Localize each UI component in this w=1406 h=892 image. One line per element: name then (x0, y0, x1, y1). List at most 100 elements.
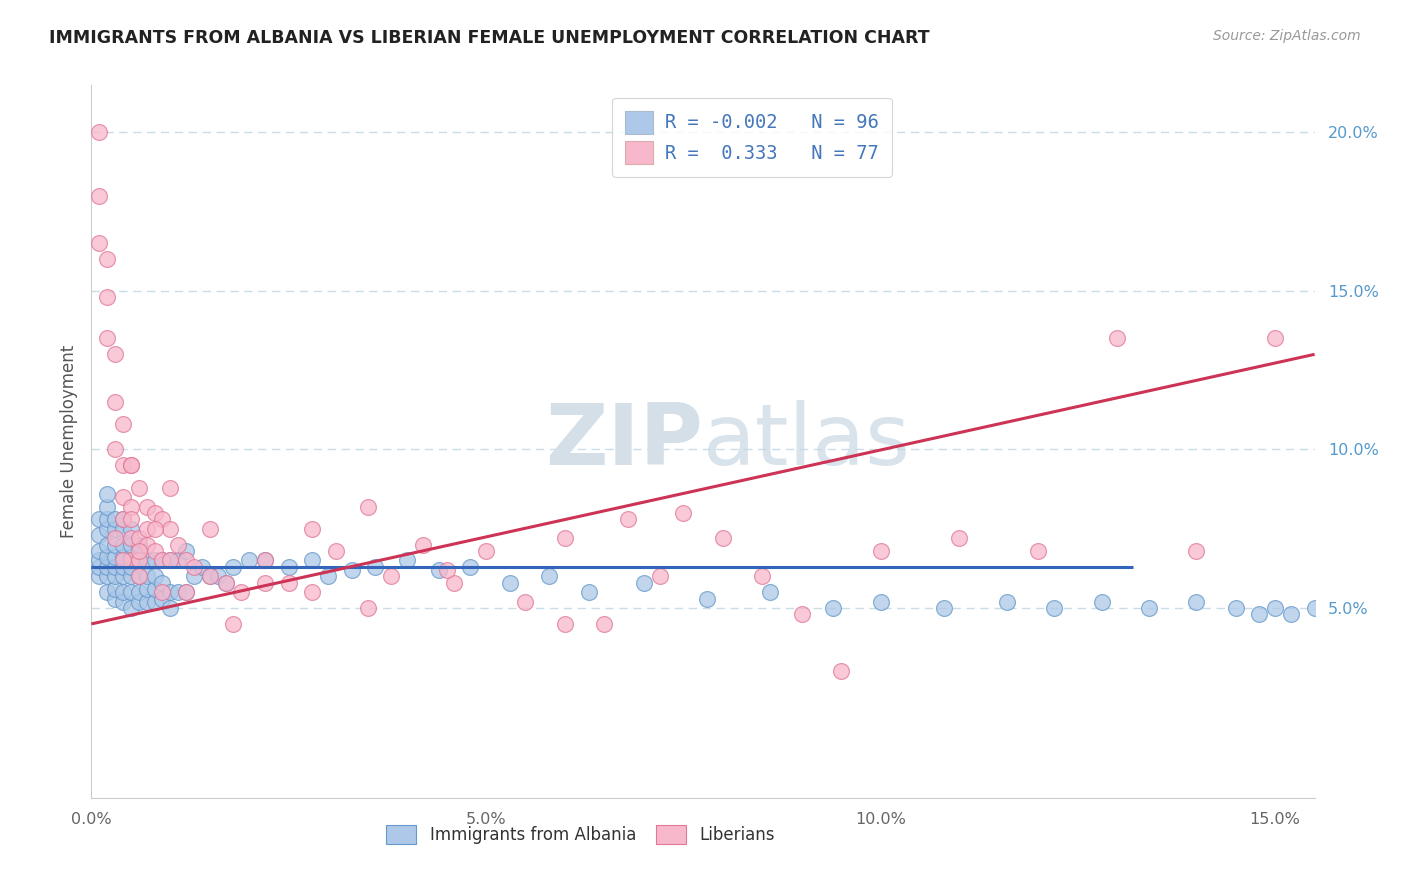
Point (167, 553, 190, 567)
Point (120, 601, 142, 615)
Point (1107, 331, 1129, 345)
Point (96, 559, 118, 574)
Point (869, 544, 891, 558)
Point (1264, 601, 1286, 615)
Point (554, 616, 576, 631)
Point (593, 616, 616, 631)
Point (111, 417, 134, 431)
Point (143, 506, 166, 520)
Point (120, 512, 142, 526)
Point (790, 607, 813, 622)
Point (222, 616, 245, 631)
Point (120, 585, 142, 599)
Point (152, 575, 174, 590)
Point (135, 569, 157, 583)
Point (167, 538, 190, 552)
Point (104, 347, 127, 361)
Point (412, 538, 434, 552)
Point (104, 559, 127, 574)
Point (301, 553, 323, 567)
Point (152, 591, 174, 606)
Point (356, 500, 378, 514)
Point (120, 559, 142, 574)
Point (96, 290, 118, 304)
Point (633, 575, 655, 590)
Point (128, 569, 150, 583)
Legend: Immigrants from Albania, Liberians: Immigrants from Albania, Liberians (380, 818, 782, 851)
Point (578, 585, 600, 599)
Point (128, 569, 150, 583)
Point (120, 500, 142, 514)
Point (104, 442, 127, 457)
Point (143, 595, 166, 609)
Point (128, 538, 150, 552)
Point (120, 550, 142, 565)
Point (443, 575, 465, 590)
Point (89, 569, 111, 583)
Point (96, 512, 118, 526)
Point (340, 563, 363, 577)
Point (427, 563, 450, 577)
Point (135, 538, 157, 552)
Point (183, 569, 205, 583)
Point (198, 569, 221, 583)
Point (89, 188, 111, 202)
Point (253, 553, 276, 567)
Text: ZIP: ZIP (546, 400, 703, 483)
Point (198, 569, 221, 583)
Point (111, 550, 134, 565)
Point (96, 487, 118, 501)
Point (89, 236, 111, 251)
Point (120, 458, 142, 473)
Point (214, 575, 236, 590)
Point (143, 522, 166, 536)
Point (89, 544, 111, 558)
Point (111, 553, 134, 567)
Point (617, 512, 640, 526)
Point (96, 331, 118, 345)
Point (1137, 601, 1160, 615)
Point (696, 591, 718, 606)
Point (174, 585, 197, 599)
Point (143, 569, 166, 583)
Point (89, 528, 111, 542)
Point (135, 582, 157, 596)
Point (823, 601, 845, 615)
Text: Source: ZipAtlas.com: Source: ZipAtlas.com (1213, 29, 1361, 43)
Point (128, 553, 150, 567)
Point (120, 458, 142, 473)
Point (143, 544, 166, 558)
Point (214, 575, 236, 590)
Point (1185, 595, 1208, 609)
Point (1043, 601, 1066, 615)
Point (356, 601, 378, 615)
Point (1264, 331, 1286, 345)
Point (104, 538, 127, 552)
Point (396, 553, 419, 567)
Point (111, 490, 134, 504)
Point (128, 544, 150, 558)
Point (111, 522, 134, 536)
Point (120, 522, 142, 536)
Point (111, 458, 134, 473)
Point (152, 512, 174, 526)
Text: atlas: atlas (703, 400, 911, 483)
Point (1185, 544, 1208, 558)
Point (89, 125, 111, 139)
Point (159, 585, 181, 599)
Point (89, 559, 111, 574)
Point (1303, 601, 1326, 615)
Point (128, 481, 150, 495)
Point (104, 569, 127, 583)
Point (183, 559, 205, 574)
Point (96, 500, 118, 514)
Point (96, 538, 118, 552)
Y-axis label: Female Unemployment: Female Unemployment (59, 345, 77, 538)
Point (672, 506, 695, 520)
Point (475, 544, 498, 558)
Point (191, 559, 214, 574)
Point (277, 575, 299, 590)
Point (253, 575, 276, 590)
Point (301, 522, 323, 536)
Point (104, 591, 127, 606)
